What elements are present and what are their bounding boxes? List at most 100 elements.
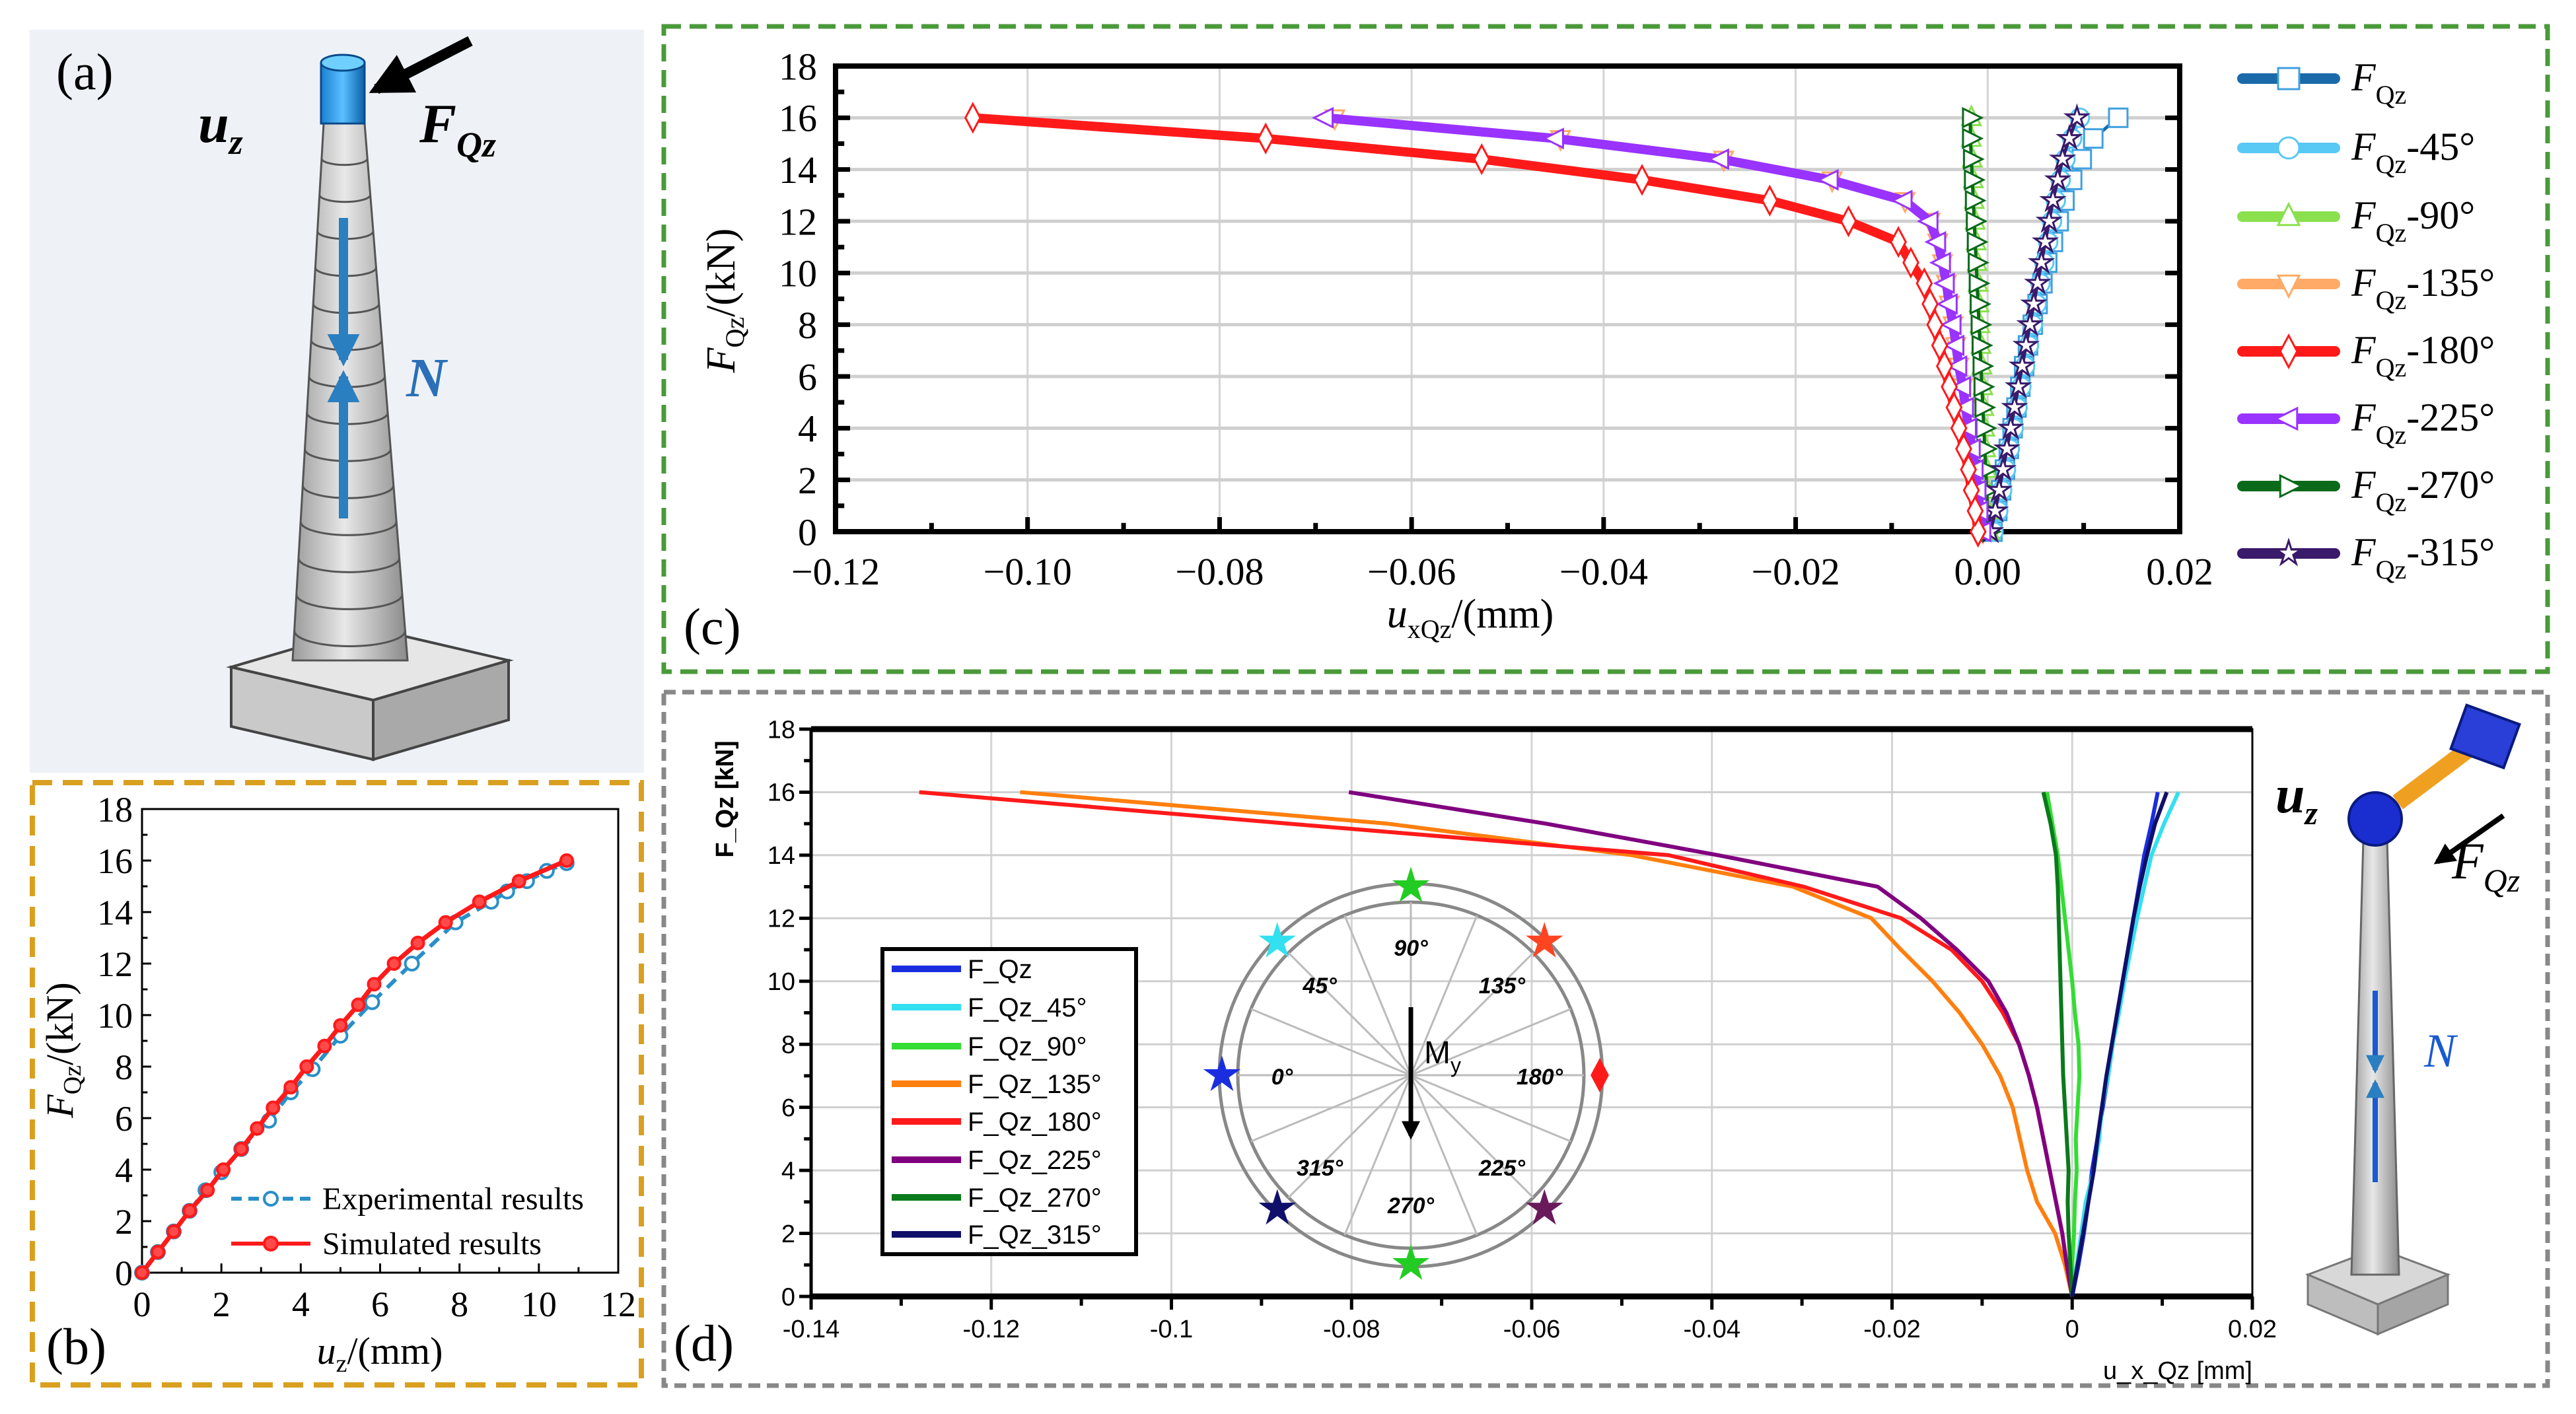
marker-triangle-right <box>1966 230 1989 253</box>
x-axis-label: u_x_Qz [mm] <box>2103 1357 2252 1385</box>
data-point <box>559 853 574 868</box>
tower-3d-illustration <box>2305 703 2521 1336</box>
legend-label: Experimental results <box>322 1182 584 1217</box>
data-point <box>351 997 366 1012</box>
marker-star <box>2001 393 2028 419</box>
x-tick-label: -0.08 <box>1323 1316 1380 1343</box>
data-point <box>472 894 487 909</box>
x-tick-label: 2 <box>213 1285 231 1324</box>
marker-triangle-left <box>1939 314 1962 336</box>
legend-box <box>880 947 1138 1256</box>
tower-ring <box>301 485 395 499</box>
chart-axes-c: −0.12 −0.10 −0.08 −0.06 −0.04 −0.02 0.00 0.02 0 2… <box>779 45 2213 593</box>
marker-diamond <box>1591 1057 1609 1093</box>
x-tick-label: -0.06 <box>1503 1316 1561 1343</box>
marker-star <box>2012 331 2040 357</box>
angle-label: 225° <box>1478 1156 1526 1181</box>
marker-star <box>2044 165 2072 192</box>
legend-label: FQz <box>2351 55 2406 110</box>
data-point <box>266 1100 281 1115</box>
marker-triangle-left <box>1949 376 1972 398</box>
legend-label: F_Qz_270° <box>968 1184 1102 1213</box>
marker-triangle-right <box>1964 190 1987 212</box>
d-n-label: N <box>2423 1024 2458 1077</box>
data-point <box>234 1141 249 1156</box>
marker-star <box>1392 1244 1430 1281</box>
x-tick-label: 0 <box>2065 1316 2079 1343</box>
x-tick-label: -0.12 <box>962 1316 1020 1343</box>
legend-marker <box>263 1236 279 1252</box>
marker-diamond <box>1915 267 1933 300</box>
marker-triangle-right <box>1968 272 1991 295</box>
y-axis-label: F_Qz [kN] <box>711 740 739 857</box>
marker-triangle-left <box>1916 210 1939 232</box>
y-tick-label: 2 <box>115 1202 133 1242</box>
y-tick-label: 18 <box>768 716 795 744</box>
data-point <box>151 1244 166 1259</box>
data-point <box>182 1203 197 1219</box>
panel-d-tag: (d) <box>674 1314 734 1372</box>
y-tick-label: 4 <box>115 1150 133 1190</box>
marker-star <box>2016 310 2044 337</box>
x-tick-label: 12 <box>600 1285 636 1324</box>
legend-label: FQz-180° <box>2351 328 2495 382</box>
y-tick-label: 6 <box>798 355 817 398</box>
angle-label: 90° <box>1394 936 1428 961</box>
marker-star <box>2024 269 2052 295</box>
legend-entry: FQz-315° <box>2237 530 2495 584</box>
y-tick-label: 0 <box>798 511 817 553</box>
legend-label: F_Qz_315° <box>968 1220 1102 1250</box>
marker-diamond <box>1633 164 1651 196</box>
d-fqz-label: FQz <box>2451 832 2520 899</box>
marker-star <box>2048 145 2077 171</box>
marker-triangle-left <box>2273 406 2299 431</box>
marker-star <box>1392 866 1430 903</box>
y-tick-label: 14 <box>768 842 795 870</box>
data-point <box>250 1121 265 1136</box>
angle-diagram: 0° 45° 90° 135° 180° 225° 270° 315° My <box>1203 866 1609 1281</box>
panel-c-frame <box>661 24 2550 674</box>
panel-c: (c) −0.12 −0.10 −0.08 −0.06 −0.04 −0.02 0.00 0.… <box>661 24 2550 674</box>
data-point <box>438 915 453 930</box>
angle-label: 135° <box>1479 973 1526 999</box>
tower-ring <box>295 594 404 610</box>
data-point <box>135 1265 149 1280</box>
angle-label: 0° <box>1271 1065 1293 1090</box>
y-tick-label: 0 <box>781 1283 795 1311</box>
x-tick-label: -0.04 <box>1683 1316 1740 1343</box>
x-tick-label: 0.00 <box>1954 550 2022 593</box>
y-tick-label: 14 <box>779 149 817 192</box>
x-tick-label: −0.06 <box>1367 550 1456 593</box>
legend-entry: FQz-225° <box>2237 396 2495 450</box>
legend-label: FQz-135° <box>2351 261 2495 315</box>
marker-star <box>1258 1189 1297 1225</box>
marker-star <box>2039 186 2067 213</box>
legend-label: F_Qz <box>968 955 1032 984</box>
x-tick-label: −0.04 <box>1559 550 1648 593</box>
x-axis-label: uz/(mm) <box>317 1329 443 1378</box>
y-tick-label: 6 <box>781 1094 795 1122</box>
x-tick-label: 0.02 <box>2146 550 2213 593</box>
marker-triangle-right <box>1962 148 1985 170</box>
marker-triangle-left <box>1707 148 1729 170</box>
moment-label: My <box>1424 1036 1461 1077</box>
x-tick-label: 8 <box>450 1285 468 1324</box>
marker-triangle-right <box>1964 168 1986 191</box>
tower-base <box>226 625 514 761</box>
marker-square <box>2083 128 2104 149</box>
marker-diamond <box>1902 246 1919 279</box>
x-tick-label: -0.1 <box>1150 1316 1193 1343</box>
y-tick-label: 14 <box>97 893 133 933</box>
series-fqz-315deg <box>1976 103 2091 544</box>
x-tick-label: -0.14 <box>783 1316 840 1343</box>
tower-ring <box>299 521 398 536</box>
panel-c-tag: (c) <box>684 598 741 655</box>
panel-b-frame <box>30 780 644 1388</box>
force-arrow <box>369 36 473 94</box>
marker-triangle-left <box>1816 168 1839 191</box>
legend: F_Qz F_Qz_45° F_Qz_90° F_Qz_135° F_Qz_180° F_… <box>880 947 1138 1256</box>
x-tick-label: 0 <box>133 1285 151 1324</box>
marker-diamond <box>964 102 982 134</box>
tower-ring <box>297 557 401 573</box>
legend-entry: FQz <box>2237 55 2406 110</box>
